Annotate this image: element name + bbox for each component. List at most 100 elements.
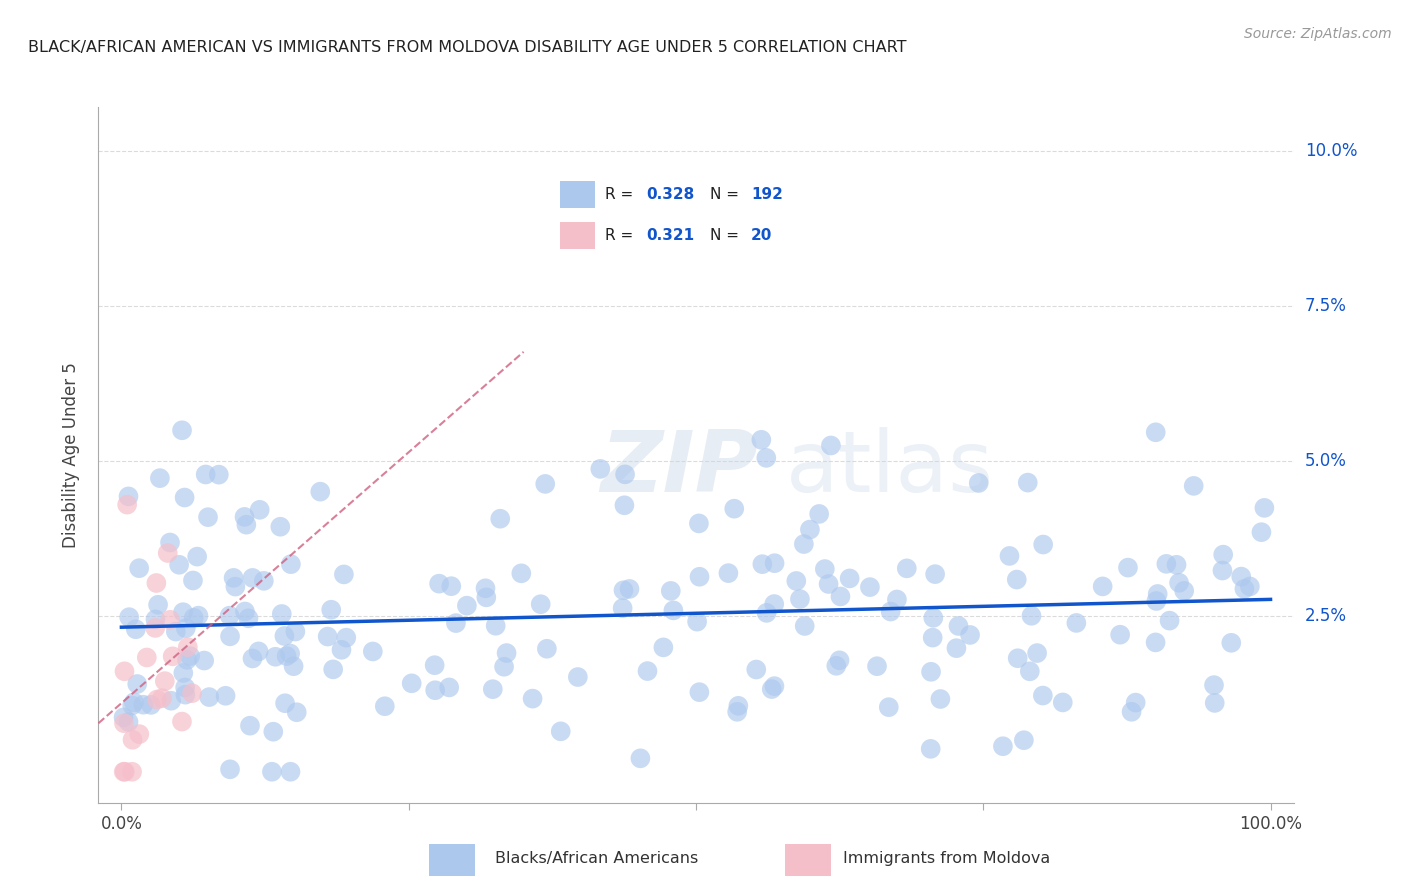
Point (179, 649, 201, 664)
Point (186, 549, 208, 564)
Point (1066, 615, 1088, 630)
Point (1173, 583, 1195, 598)
Point (143, 621, 166, 635)
Point (1146, 587, 1168, 601)
Point (440, 579, 463, 593)
Point (333, 567, 356, 582)
Point (233, 509, 256, 524)
Point (121, 698, 143, 713)
Point (145, 576, 167, 591)
Point (219, 629, 242, 643)
Point (280, 764, 302, 779)
Point (1052, 695, 1074, 709)
Point (121, 764, 143, 779)
Point (247, 644, 270, 658)
Text: ZIP: ZIP (600, 427, 758, 510)
Point (321, 603, 343, 617)
Point (614, 467, 637, 482)
Point (456, 599, 478, 613)
Point (763, 597, 786, 611)
Point (159, 613, 181, 627)
Point (224, 580, 246, 594)
Point (150, 691, 173, 706)
Point (1211, 564, 1233, 578)
Point (149, 471, 172, 485)
Point (115, 498, 138, 512)
Text: atlas: atlas (786, 427, 994, 510)
Point (799, 523, 821, 537)
Text: 0.328: 0.328 (645, 186, 695, 202)
Point (998, 549, 1021, 563)
Point (717, 566, 740, 581)
Point (160, 694, 183, 708)
Point (242, 571, 264, 585)
Point (114, 764, 136, 779)
Point (1239, 579, 1261, 593)
Point (170, 423, 193, 437)
Point (260, 764, 283, 779)
Point (612, 601, 634, 615)
Point (1233, 582, 1256, 596)
Point (437, 681, 460, 695)
Point (145, 612, 167, 626)
Point (637, 664, 659, 678)
FancyBboxPatch shape (429, 844, 475, 876)
Point (814, 562, 837, 576)
Point (613, 498, 636, 512)
Text: 5.0%: 5.0% (1305, 452, 1347, 470)
Point (174, 621, 197, 635)
Point (755, 450, 778, 465)
Point (219, 762, 242, 776)
Point (789, 592, 811, 607)
Point (723, 501, 745, 516)
Point (122, 695, 145, 709)
Point (886, 592, 908, 607)
Point (112, 710, 135, 724)
Point (793, 537, 815, 551)
Point (1091, 579, 1114, 593)
Point (167, 558, 190, 572)
Point (659, 583, 682, 598)
Point (193, 654, 215, 668)
Point (688, 516, 710, 531)
Point (689, 570, 711, 584)
Point (330, 642, 353, 657)
Text: Blacks/African Americans: Blacks/African Americans (495, 851, 697, 866)
Point (1032, 689, 1054, 703)
Point (619, 582, 641, 596)
Point (1166, 558, 1188, 572)
Point (489, 512, 512, 526)
Point (838, 571, 860, 585)
Text: N =: N = (710, 228, 744, 244)
Point (1012, 733, 1035, 747)
Point (510, 566, 533, 581)
Point (1026, 646, 1049, 660)
Point (172, 605, 194, 619)
Point (817, 577, 839, 591)
Point (197, 510, 219, 524)
Point (139, 698, 162, 712)
Point (125, 622, 148, 636)
Point (945, 641, 967, 656)
Point (174, 688, 197, 702)
Point (118, 610, 141, 624)
Point (198, 690, 221, 704)
Point (283, 659, 305, 673)
Point (361, 644, 384, 658)
Point (121, 732, 143, 747)
Point (170, 714, 193, 729)
Point (270, 607, 292, 621)
Point (859, 580, 882, 594)
Point (156, 546, 179, 560)
Point (112, 764, 135, 779)
Text: 10.0%: 10.0% (1305, 142, 1357, 160)
Point (761, 682, 783, 697)
Point (176, 653, 198, 667)
Point (177, 640, 200, 654)
Point (967, 475, 990, 490)
Point (1116, 560, 1139, 574)
Point (536, 641, 558, 656)
Point (785, 574, 807, 588)
Point (423, 658, 446, 673)
Point (135, 650, 157, 665)
